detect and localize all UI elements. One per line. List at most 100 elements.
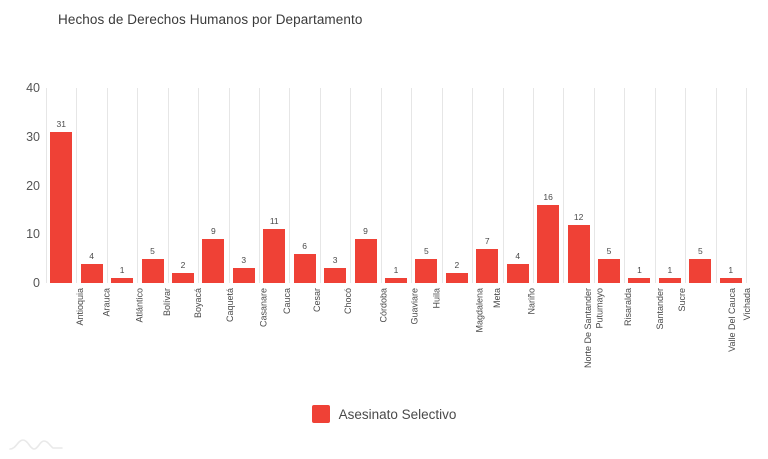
x-axis-label-vichada: Vichada: [741, 288, 752, 321]
x-axis-label-slot: Vichada: [716, 286, 752, 394]
x-axis-label-nariño: Nariño: [525, 288, 536, 315]
bar-value-label: 4: [515, 250, 521, 261]
bar-slot: 1: [624, 88, 654, 283]
gridline-vertical: [229, 88, 230, 283]
bar-slot: 5: [685, 88, 715, 283]
x-axis-label-slot: Santander: [624, 286, 665, 394]
bar-boyacá[interactable]: [171, 273, 194, 283]
chart-title: Hechos de Derechos Humanos por Departame…: [58, 12, 363, 27]
x-axis-label-slot: Meta: [472, 286, 502, 394]
x-axis-label-slot: Huila: [411, 286, 442, 394]
gridline-vertical: [289, 88, 290, 283]
x-axis-label-atlántico: Atlántico: [134, 288, 145, 323]
gridline-vertical: [381, 88, 382, 283]
bar-caquetá[interactable]: [202, 239, 225, 283]
bar-magdalena[interactable]: [445, 273, 468, 283]
bar-casanare[interactable]: [232, 268, 255, 283]
chart-legend: Asesinato Selectivo: [0, 405, 768, 423]
bar-value-label: 4: [89, 250, 94, 261]
x-axis-label-cesar: Cesar: [311, 288, 322, 313]
bar-chocó[interactable]: [324, 268, 347, 283]
bar-slot: 1: [107, 88, 137, 283]
gridline-vertical: [137, 88, 138, 283]
bar-huila[interactable]: [415, 258, 438, 283]
x-axis-label-slot: Norte De Santander: [533, 286, 593, 394]
gridline-vertical: [563, 88, 564, 283]
x-axis-label-slot: Guaviare: [381, 286, 419, 394]
bar-value-label: 3: [332, 255, 338, 266]
bar-slot: 12: [563, 88, 593, 283]
x-axis-label-meta: Meta: [492, 288, 503, 309]
x-axis-label-slot: Arauca: [76, 286, 111, 394]
bar-slot: 7: [472, 88, 502, 283]
bar-nariño[interactable]: [506, 263, 529, 283]
gridline-vertical: [746, 88, 747, 283]
x-axis-label-risaralda: Risaralda: [623, 288, 634, 327]
bar-valle-del-cauca[interactable]: [689, 258, 712, 283]
bar-value-label: 2: [454, 260, 460, 271]
bar-santander[interactable]: [628, 278, 651, 283]
bar-value-label: 3: [241, 255, 247, 266]
x-axis-label-antioquia: Antioquia: [74, 288, 85, 326]
x-axis-label-slot: Casanare: [229, 286, 268, 394]
bar-meta[interactable]: [476, 248, 499, 283]
bar-cesar[interactable]: [293, 253, 316, 283]
bar-value-label: 1: [393, 265, 399, 276]
gridline-vertical: [320, 88, 321, 283]
bar-value-label: 9: [363, 226, 368, 237]
bar-bolívar[interactable]: [141, 258, 164, 283]
bar-sucre[interactable]: [658, 278, 681, 283]
bar-slot: 5: [594, 88, 624, 283]
bar-risaralda[interactable]: [598, 258, 621, 283]
bar-arauca[interactable]: [80, 263, 103, 283]
gridline-vertical: [259, 88, 260, 283]
bar-value-label: 9: [211, 226, 216, 237]
bar-slot: 6: [289, 88, 319, 283]
gridline-vertical: [411, 88, 412, 283]
x-axis-label-valle-del-cauca: Valle Del Cauca: [727, 288, 738, 352]
x-axis-label-magdalena: Magdalena: [474, 288, 485, 333]
x-axis-label-slot: Atlántico: [107, 286, 144, 394]
gridline-vertical: [442, 88, 443, 283]
bar-atlántico[interactable]: [111, 278, 134, 283]
bar-value-label: 1: [667, 265, 673, 276]
gridline-vertical: [198, 88, 199, 283]
x-axis-label-sucre: Sucre: [676, 288, 687, 312]
bar-slot: 9: [350, 88, 380, 283]
bar-antioquia[interactable]: [50, 131, 73, 283]
bar-slot: 1: [655, 88, 685, 283]
x-axis-label-slot: Boyacá: [168, 286, 203, 394]
bar-slot: 4: [76, 88, 106, 283]
bar-value-label: 2: [180, 260, 186, 271]
bar-córdoba[interactable]: [354, 239, 377, 283]
y-axis-tick-0: 0: [33, 276, 40, 290]
x-axis-label-boyacá: Boyacá: [192, 288, 203, 319]
legend-swatch-asesinato-selectivo: [311, 405, 330, 423]
gridline-vertical: [472, 88, 473, 283]
bar-value-label: 1: [119, 265, 125, 276]
bar-slot: 4: [503, 88, 533, 283]
x-axis-label-slot: Antioquia: [46, 286, 85, 394]
bar-value-label: 7: [484, 235, 490, 246]
bar-guaviare[interactable]: [384, 278, 407, 283]
x-axis-label-slot: Valle Del Cauca: [685, 286, 737, 394]
x-axis-label-huila: Huila: [431, 288, 442, 309]
x-axis-label-slot: Cesar: [289, 286, 322, 394]
bar-value-label: 1: [728, 265, 734, 276]
bar-slot: 1: [381, 88, 411, 283]
bar-slot: 3: [320, 88, 350, 283]
bar-vichada[interactable]: [719, 278, 742, 283]
x-axis-label-cauca: Cauca: [282, 288, 293, 315]
plot-area: 31 4 1 5 2 9 3 11 6 3 9 1 5 2 7 4 16 12 5 1 1 5 1: [46, 88, 747, 283]
x-axis-label-slot: Risaralda: [594, 286, 633, 394]
bar-norte-de-santander[interactable]: [537, 205, 560, 283]
bar-value-label: 5: [606, 245, 612, 256]
bar-slot: 3: [229, 88, 259, 283]
x-axis-label-chocó: Chocó: [343, 288, 354, 315]
bar-cauca[interactable]: [263, 229, 286, 283]
x-axis-label-guaviare: Guaviare: [409, 288, 420, 325]
y-axis-tick-20: 20: [26, 178, 40, 193]
x-axis-label-slot: Caquetá: [198, 286, 235, 394]
bar-putumayo[interactable]: [567, 224, 590, 283]
